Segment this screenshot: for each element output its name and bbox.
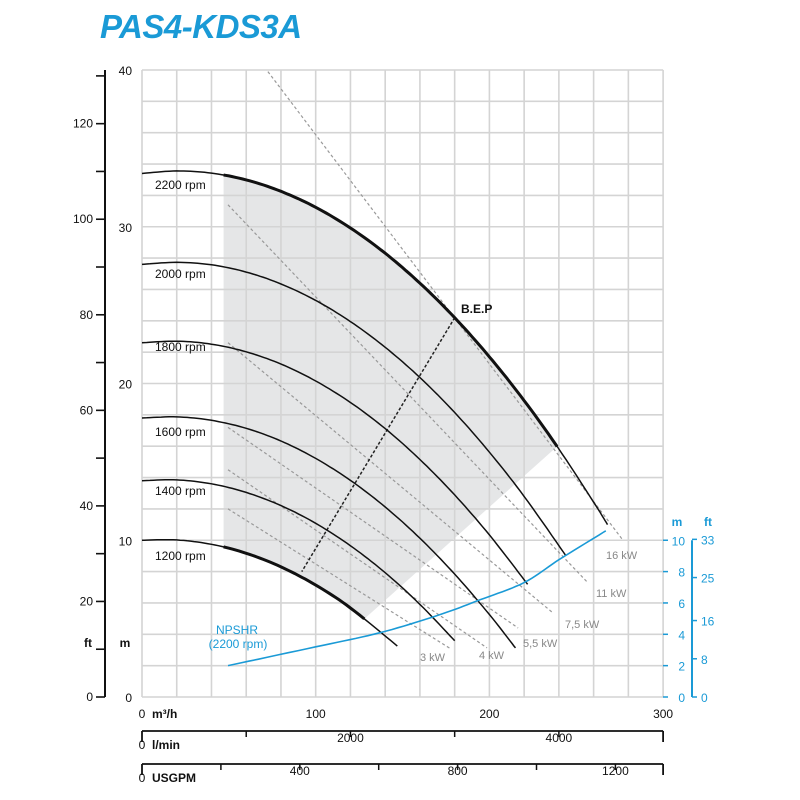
speed-curve-label: 1400 rpm xyxy=(155,484,206,498)
flow-axis-zero-label: 0 xyxy=(139,771,146,785)
ft-axis-unit: ft xyxy=(84,636,92,650)
flow-m3h-tick-label: 300 xyxy=(653,707,673,721)
power-line-label: 16 kW xyxy=(606,550,638,562)
speed-curve-label: 2000 rpm xyxy=(155,267,206,281)
power-line xyxy=(227,469,488,649)
flow-m3h-tick-label: 200 xyxy=(479,707,499,721)
flow-axis-unit: l/min xyxy=(152,738,180,752)
flow-axis-zero-label: 0 xyxy=(139,738,146,752)
npsh-ft-tick-label: 8 xyxy=(701,653,708,667)
speed-curve xyxy=(141,479,456,642)
npsh-ft-axis-unit: ft xyxy=(704,515,712,529)
ft-axis-tick-label: 80 xyxy=(80,308,94,322)
power-line-label: 7,5 kW xyxy=(565,619,600,631)
flow-m3h-tick-label: 0 xyxy=(139,707,146,721)
npsh-ft-tick-label: 0 xyxy=(701,691,708,705)
power-line-label: 4 kW xyxy=(479,650,505,662)
m-axis-tick-label: 30 xyxy=(119,221,133,235)
chart-title: PAS4-KDS3A xyxy=(100,8,302,45)
npshr-sublabel: (2200 rpm) xyxy=(209,637,268,651)
speed-curve-label: 2200 rpm xyxy=(155,178,206,192)
flow-axis-tick-label: 800 xyxy=(448,764,468,778)
power-line-label: 3 kW xyxy=(420,652,446,664)
ft-axis-tick-label: 120 xyxy=(73,117,93,131)
m-axis-unit: m xyxy=(120,636,131,650)
flow-m3h-tick-label: 100 xyxy=(306,707,326,721)
power-line xyxy=(227,426,519,629)
ft-axis-tick-label: 40 xyxy=(80,499,94,513)
flow-axis-tick-label: 4000 xyxy=(546,731,573,745)
npsh-m-tick-label: 2 xyxy=(678,660,685,674)
speed-curve xyxy=(141,261,567,557)
ft-axis-tick-label: 0 xyxy=(86,690,93,704)
speed-curve xyxy=(141,340,529,585)
m-axis-tick-label: 0 xyxy=(125,691,132,705)
npsh-ft-tick-label: 25 xyxy=(701,572,715,586)
ft-axis-tick-label: 60 xyxy=(80,403,94,417)
speed-curve-operating-segment xyxy=(223,173,559,448)
power-line-label: 5,5 kW xyxy=(523,638,558,650)
m-axis-tick-label: 10 xyxy=(119,534,133,548)
npsh-ft-tick-label: 33 xyxy=(701,533,715,547)
flow-axis-unit: USGPM xyxy=(152,771,196,785)
speed-curve-label: 1800 rpm xyxy=(155,340,206,354)
npsh-m-axis-unit: m xyxy=(672,515,683,529)
npshr-label: NPSHR xyxy=(216,623,258,637)
npshr-curve xyxy=(227,530,607,667)
m-axis-tick-label: 40 xyxy=(119,64,133,78)
ft-axis-tick-label: 20 xyxy=(80,594,94,608)
speed-curve-label: 1600 rpm xyxy=(155,425,206,439)
speed-curve-operating-segment xyxy=(223,545,366,621)
flow-axis-tick-label: 1200 xyxy=(602,764,629,778)
bep-label: B.E.P xyxy=(461,302,492,316)
speed-curve xyxy=(141,416,517,649)
power-line-label: 11 kW xyxy=(596,588,627,600)
speed-curve-label: 1200 rpm xyxy=(155,549,206,563)
npsh-m-tick-label: 10 xyxy=(672,534,686,548)
npsh-m-tick-label: 4 xyxy=(678,628,685,642)
npsh-m-tick-label: 6 xyxy=(678,597,685,611)
bep-line xyxy=(301,317,456,572)
power-line xyxy=(227,342,554,614)
power-line xyxy=(227,204,589,584)
flow-m3h-unit: m³/h xyxy=(152,707,177,721)
npsh-m-tick-label: 0 xyxy=(678,691,685,705)
operating-area xyxy=(223,175,558,619)
ft-axis-tick-label: 100 xyxy=(73,212,93,226)
npsh-ft-tick-label: 16 xyxy=(701,615,715,629)
flow-axis-tick-label: 2000 xyxy=(337,731,364,745)
npsh-m-tick-label: 8 xyxy=(678,566,685,580)
m-axis-tick-label: 20 xyxy=(119,378,133,392)
flow-axis-tick-label: 400 xyxy=(290,764,310,778)
